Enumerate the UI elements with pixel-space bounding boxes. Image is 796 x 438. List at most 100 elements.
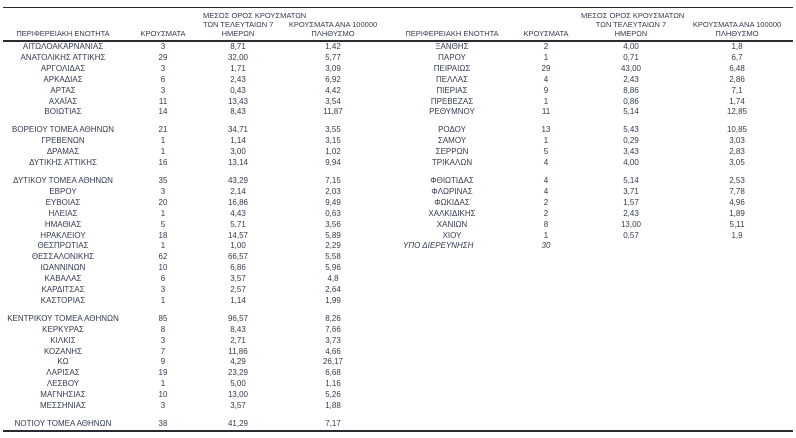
value-cell: 20 [158, 197, 168, 207]
value-cell: 3,09 [325, 63, 341, 73]
value-cell: 19 [158, 368, 168, 378]
value-cell: 1,88 [325, 401, 341, 411]
region-name-cell [393, 368, 511, 379]
region-name-cell: ΑΧΑΪΑΣ [48, 96, 78, 106]
value-cell: 8 [160, 324, 166, 334]
value-cell: 3 [160, 285, 166, 295]
value-cell: 4,66 [325, 346, 341, 356]
value-cell [511, 252, 581, 263]
value-cell: 8 [543, 219, 549, 229]
region-name-cell: ΠΕΙΡΑΙΩΣ [433, 63, 471, 73]
header-per100k-right: ΚΡΟΥΣΜΑΤΑ ΑΝΑ 100000 ΠΛΗΘΥΣΜΟ [681, 7, 793, 42]
value-cell: 21 [158, 125, 168, 135]
table-row: ΚΑΡΔΙΤΣΑΣ 3 2,57 2,64 [3, 285, 793, 296]
value-cell: 5,14 [623, 175, 639, 185]
value-cell: 8,43 [230, 107, 246, 117]
region-name-cell [393, 379, 511, 390]
value-cell: 1,02 [325, 147, 341, 157]
value-cell: 3 [160, 335, 166, 345]
value-cell: 4 [543, 175, 549, 185]
region-name-cell: ΜΕΣΣΗΝΙΑΣ [40, 401, 86, 411]
value-cell [511, 325, 581, 336]
value-cell: 2,64 [325, 285, 341, 295]
value-cell [511, 285, 581, 296]
value-cell: 5 [543, 147, 549, 157]
spacer-cell [3, 169, 793, 176]
value-cell: 5,11 [729, 219, 745, 229]
value-cell: 10 [158, 390, 168, 400]
value-cell: 0,29 [623, 136, 639, 146]
value-cell [681, 379, 793, 390]
value-cell [681, 336, 793, 347]
region-name-cell: ΡΕΘΥΜΝΟΥ [429, 107, 475, 117]
value-cell: 3 [160, 42, 166, 51]
region-name-cell: ΗΡΑΚΛΕΙΟΥ [40, 230, 86, 240]
spacer-row [3, 169, 793, 176]
region-name-cell: ΝΟΤΙΟΥ ΤΟΜΕΑ ΑΘΗΝΩΝ [14, 419, 112, 428]
value-cell: 11,87 [323, 107, 343, 117]
value-cell: 11 [541, 107, 551, 117]
value-cell: 5,14 [623, 107, 639, 117]
region-name-cell [393, 274, 511, 285]
table-row: ΓΡΕΒΕΝΩΝ 1 1,14 3,15 ΣΑΜΟΥ 1 0,29 3,03 [3, 136, 793, 147]
value-cell: 2,83 [729, 147, 745, 157]
region-name-cell: ΕΥΒΟΙΑΣ [45, 197, 81, 207]
value-cell: 3,15 [325, 136, 341, 146]
region-name-cell: ΦΘΙΩΤΙΔΑΣ [430, 175, 474, 185]
value-cell: 2,43 [623, 208, 639, 218]
value-cell [511, 379, 581, 390]
value-cell [681, 263, 793, 274]
region-name-cell: ΑΡΓΟΛΙΔΑΣ [40, 63, 86, 73]
region-name-cell [393, 252, 511, 263]
value-cell [511, 263, 581, 274]
value-cell: 2,29 [325, 241, 341, 251]
region-name-cell: ΛΕΣΒΟΥ [46, 379, 80, 389]
value-cell [681, 252, 793, 263]
value-cell: 3,55 [325, 125, 341, 135]
value-cell: 7 [160, 346, 166, 356]
value-cell: 7,17 [325, 419, 341, 428]
region-name-cell [393, 314, 511, 325]
value-cell: 4,00 [623, 42, 639, 51]
header-region-left: ΠΕΡΙΦΕΡΕΙΑΚΗ ΕΝΟΤΗΤΑ [3, 7, 123, 42]
value-cell: 43,29 [227, 175, 249, 185]
spacer-row [3, 412, 793, 419]
value-cell [681, 241, 793, 252]
value-cell: 8,86 [623, 85, 639, 95]
region-name-cell: ΡΟΔΟΥ [438, 125, 466, 135]
value-cell: 0,63 [325, 208, 341, 218]
table-row: ΜΑΓΝΗΣΙΑΣ 10 13,00 5,26 [3, 390, 793, 401]
value-cell [681, 419, 793, 431]
value-cell: 10,85 [726, 125, 748, 135]
region-name-cell: ΘΕΣΠΡΩΤΙΑΣ [37, 241, 89, 251]
region-name-cell [393, 357, 511, 368]
value-cell: 30 [541, 241, 551, 251]
value-cell [581, 263, 681, 274]
value-cell [581, 252, 681, 263]
value-cell: 3,03 [729, 136, 745, 146]
table-row: ΕΒΡΟΥ 3 2,14 2,03 ΦΛΩΡΙΝΑΣ 4 3,71 7,78 [3, 187, 793, 198]
region-name-cell [393, 347, 511, 358]
value-cell [511, 296, 581, 307]
value-cell [581, 419, 681, 431]
region-name-cell: ΒΟΙΩΤΙΑΣ [44, 107, 82, 117]
region-name-cell [393, 325, 511, 336]
value-cell [511, 368, 581, 379]
value-cell: 1 [160, 379, 166, 389]
region-name-cell: ΥΠΟ ΔΙΕΡΕΥΝΗΣΗ [403, 241, 474, 251]
value-cell: 1 [543, 230, 549, 240]
value-cell [511, 336, 581, 347]
region-name-cell [393, 401, 511, 412]
header-avg7-right: ΜΕΣΟΣ ΟΡΟΣ ΚΡΟΥΣΜΑΤΩΝ ΤΩΝ ΤΕΛΕΥΤΑΙΩΝ 7 Η… [581, 7, 684, 42]
table-row: ΚΑΒΑΛΑΣ 6 3,57 4,8 [3, 274, 793, 285]
spacer-cell [3, 118, 793, 125]
value-cell: 3,71 [623, 186, 639, 196]
value-cell: 2 [543, 197, 549, 207]
value-cell: 16,86 [227, 197, 249, 207]
table-row: ΜΕΣΣΗΝΙΑΣ 3 3,57 1,88 [3, 401, 793, 412]
value-cell: 11 [158, 96, 168, 106]
value-cell [681, 274, 793, 285]
value-cell [511, 314, 581, 325]
value-cell: 7,78 [729, 186, 745, 196]
value-cell [681, 401, 793, 412]
